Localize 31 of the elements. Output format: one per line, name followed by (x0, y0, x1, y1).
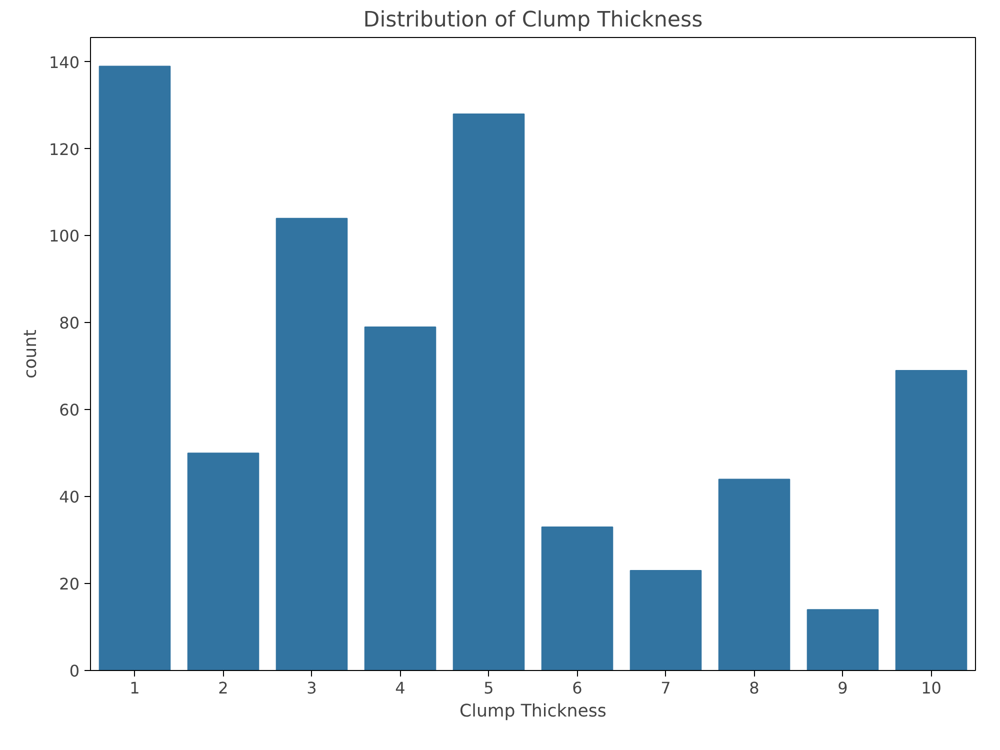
chart-title: Distribution of Clump Thickness (363, 8, 703, 32)
y-tick-label: 40 (59, 488, 80, 507)
x-tick-label: 3 (306, 678, 317, 698)
bar (276, 218, 348, 670)
y-tick-label: 120 (48, 140, 80, 159)
y-tick-label: 80 (59, 314, 80, 333)
x-tick-label: 8 (749, 678, 760, 698)
bar (187, 452, 260, 670)
x-tick-label: 4 (395, 678, 406, 698)
bar (98, 66, 171, 670)
bar (364, 326, 436, 670)
x-tick-label: 5 (484, 678, 494, 698)
y-tick-label: 140 (48, 52, 80, 72)
bar (806, 609, 879, 670)
bar (452, 114, 525, 670)
y-tick-label: 20 (59, 574, 80, 594)
y-tick-label: 0 (69, 662, 80, 680)
bar (541, 526, 614, 670)
x-tick-label: 1 (130, 678, 140, 698)
bar (895, 370, 968, 670)
x-tick-label: 9 (838, 678, 848, 698)
y-tick-label: 60 (59, 400, 80, 420)
x-tick-label: 6 (572, 678, 582, 698)
bar (718, 478, 790, 670)
y-tick-label: 100 (48, 226, 80, 246)
bar (630, 570, 702, 670)
x-tick-label: 2 (218, 678, 228, 698)
x-tick-label: 10 (921, 678, 942, 698)
x-tick-label: 7 (660, 678, 671, 698)
y-axis-title: count (20, 329, 41, 378)
x-axis-title: Clump Thickness (460, 702, 606, 722)
